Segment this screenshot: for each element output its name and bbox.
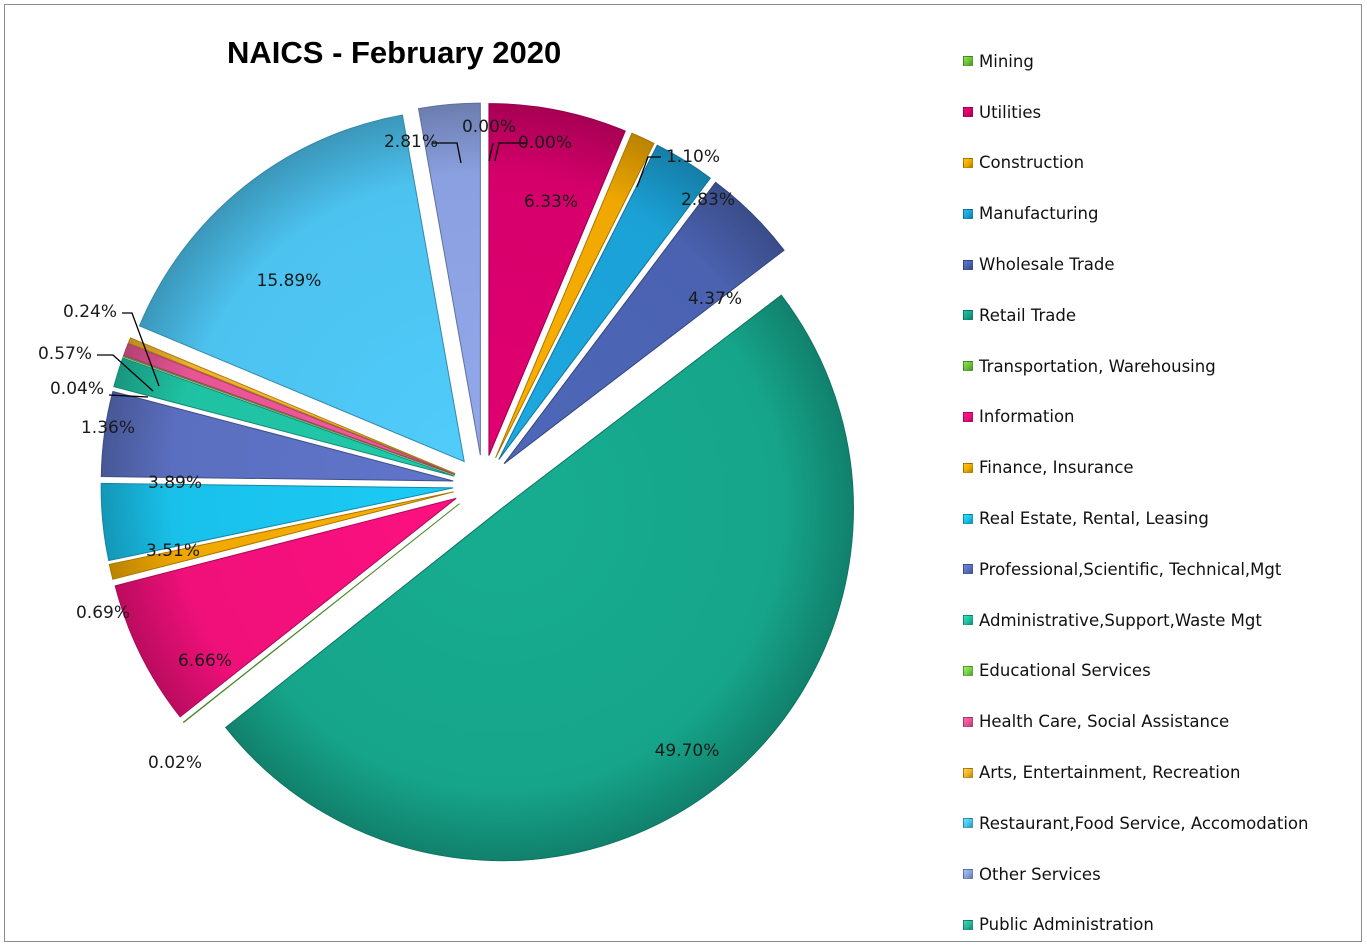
- legend-swatch: [963, 208, 973, 219]
- pie-slice: [224, 294, 854, 862]
- legend-swatch: [963, 767, 973, 778]
- legend-item: Retail Trade: [963, 290, 1308, 341]
- leader-line: [108, 394, 149, 398]
- data-label: 0.24%: [63, 302, 117, 322]
- pie-slice: [417, 102, 481, 456]
- legend-item: Administrative,Support,Waste Mgt: [963, 595, 1308, 646]
- legend-swatch: [963, 615, 973, 626]
- legend-item: Construction: [963, 138, 1308, 189]
- legend-label: Finance, Insurance: [979, 458, 1134, 478]
- pie-slice: [495, 132, 655, 458]
- data-label: 49.70%: [655, 741, 720, 761]
- pie-chart: 0.00% 6.33% 1.10% 2.83% 4.37% 49.70% 0.02% 6.66…: [38, 102, 854, 862]
- legend-label: Construction: [979, 153, 1085, 173]
- legend-item: Other Services: [963, 849, 1308, 900]
- chart-frame: NAICS - February 2020 0.00% 6.33% 1.10% 2.8…: [4, 4, 1362, 942]
- legend-swatch: [963, 919, 973, 930]
- legend-label: Manufacturing: [979, 204, 1099, 224]
- leader-line: [432, 142, 462, 164]
- data-label: 0.00%: [462, 117, 516, 137]
- chart-title: NAICS - February 2020: [227, 35, 562, 70]
- leader-line: [494, 142, 526, 162]
- pie-slice: [182, 503, 460, 724]
- legend-swatch: [963, 462, 973, 473]
- data-label: 6.33%: [524, 192, 578, 212]
- leader-line: [97, 354, 154, 392]
- legend-label: Retail Trade: [979, 305, 1077, 325]
- legend-label: Real Estate, Rental, Leasing: [979, 509, 1209, 529]
- legend-label: Professional,Scientific, Technical,Mgt: [979, 559, 1282, 579]
- legend-swatch: [963, 56, 973, 67]
- legend-label: Public Administration: [979, 915, 1154, 935]
- pie-slice: [113, 357, 455, 477]
- legend-item: Manufacturing: [963, 188, 1308, 239]
- legend-swatch: [963, 513, 973, 524]
- pie-slice: [138, 114, 465, 463]
- legend-label: Other Services: [979, 864, 1101, 884]
- legend-label: Utilities: [979, 102, 1042, 122]
- legend-swatch: [963, 564, 973, 575]
- legend-swatch: [963, 310, 973, 321]
- legend-item: Utilities: [963, 87, 1308, 138]
- legend-swatch: [963, 107, 973, 118]
- data-label: 3.89%: [148, 473, 202, 493]
- data-label: 1.36%: [81, 418, 135, 438]
- data-label: 6.66%: [178, 651, 232, 671]
- legend-swatch: [963, 411, 973, 422]
- data-label: 0.57%: [38, 344, 92, 364]
- legend-label: Information: [979, 407, 1075, 427]
- data-label: 0.00%: [518, 133, 572, 153]
- legend-item: Professional,Scientific, Technical,Mgt: [963, 544, 1308, 595]
- data-label: 15.89%: [257, 271, 322, 291]
- legend-item: Restaurant,Food Service, Accomodation: [963, 798, 1308, 849]
- data-label: 0.02%: [148, 753, 202, 773]
- legend-swatch: [963, 716, 973, 727]
- pie-slice: [488, 103, 626, 456]
- data-label: 2.81%: [384, 132, 438, 152]
- pie-slice: [114, 497, 457, 718]
- pie-slice: [127, 337, 456, 475]
- legend-swatch: [963, 259, 973, 270]
- pie-slice: [498, 144, 712, 460]
- legend-label: Health Care, Social Assistance: [979, 712, 1230, 732]
- pie-slice: [108, 491, 454, 580]
- legend-item: Educational Services: [963, 646, 1308, 697]
- legend-swatch: [963, 869, 973, 880]
- data-label: 4.37%: [688, 289, 742, 309]
- legend-item: Transportation, Warehousing: [963, 341, 1308, 392]
- legend-label: Restaurant,Food Service, Accomodation: [979, 813, 1309, 833]
- data-label: 0.04%: [50, 379, 104, 399]
- legend-item: Information: [963, 392, 1308, 443]
- data-label: 0.69%: [76, 603, 130, 623]
- legend-swatch: [963, 818, 973, 829]
- leader-line: [636, 156, 661, 188]
- legend-label: Wholesale Trade: [979, 255, 1115, 275]
- legend-item: Finance, Insurance: [963, 442, 1308, 493]
- leader-line: [488, 142, 494, 162]
- legend-item: Real Estate, Rental, Leasing: [963, 493, 1308, 544]
- pie-slice: [123, 342, 456, 475]
- data-label: 1.10%: [666, 147, 720, 167]
- legend-swatch: [963, 665, 973, 676]
- legend-item: Health Care, Social Assistance: [963, 696, 1308, 747]
- legend-label: Administrative,Support,Waste Mgt: [979, 610, 1262, 630]
- legend-swatch: [963, 361, 973, 372]
- chart-legend: Mining Utilities Construction Manufacturing…: [963, 36, 1308, 950]
- legend-item: Mining: [963, 36, 1308, 87]
- pie-slice: [100, 482, 454, 562]
- legend-label: Arts, Entertainment, Recreation: [979, 763, 1241, 783]
- legend-swatch: [963, 157, 973, 168]
- legend-item: Wholesale Trade: [963, 239, 1308, 290]
- legend-item: Arts, Entertainment, Recreation: [963, 747, 1308, 798]
- legend-label: Mining: [979, 51, 1034, 71]
- pie-slice: [503, 181, 785, 465]
- legend-item: Public Administration: [963, 900, 1308, 951]
- legend-label: Educational Services: [979, 661, 1151, 681]
- pie-slice: [100, 390, 454, 482]
- leader-line: [122, 312, 160, 387]
- data-label: 3.51%: [146, 541, 200, 561]
- legend-label: Transportation, Warehousing: [979, 356, 1216, 376]
- pie-slice: [122, 355, 455, 476]
- data-label: 2.83%: [681, 190, 735, 210]
